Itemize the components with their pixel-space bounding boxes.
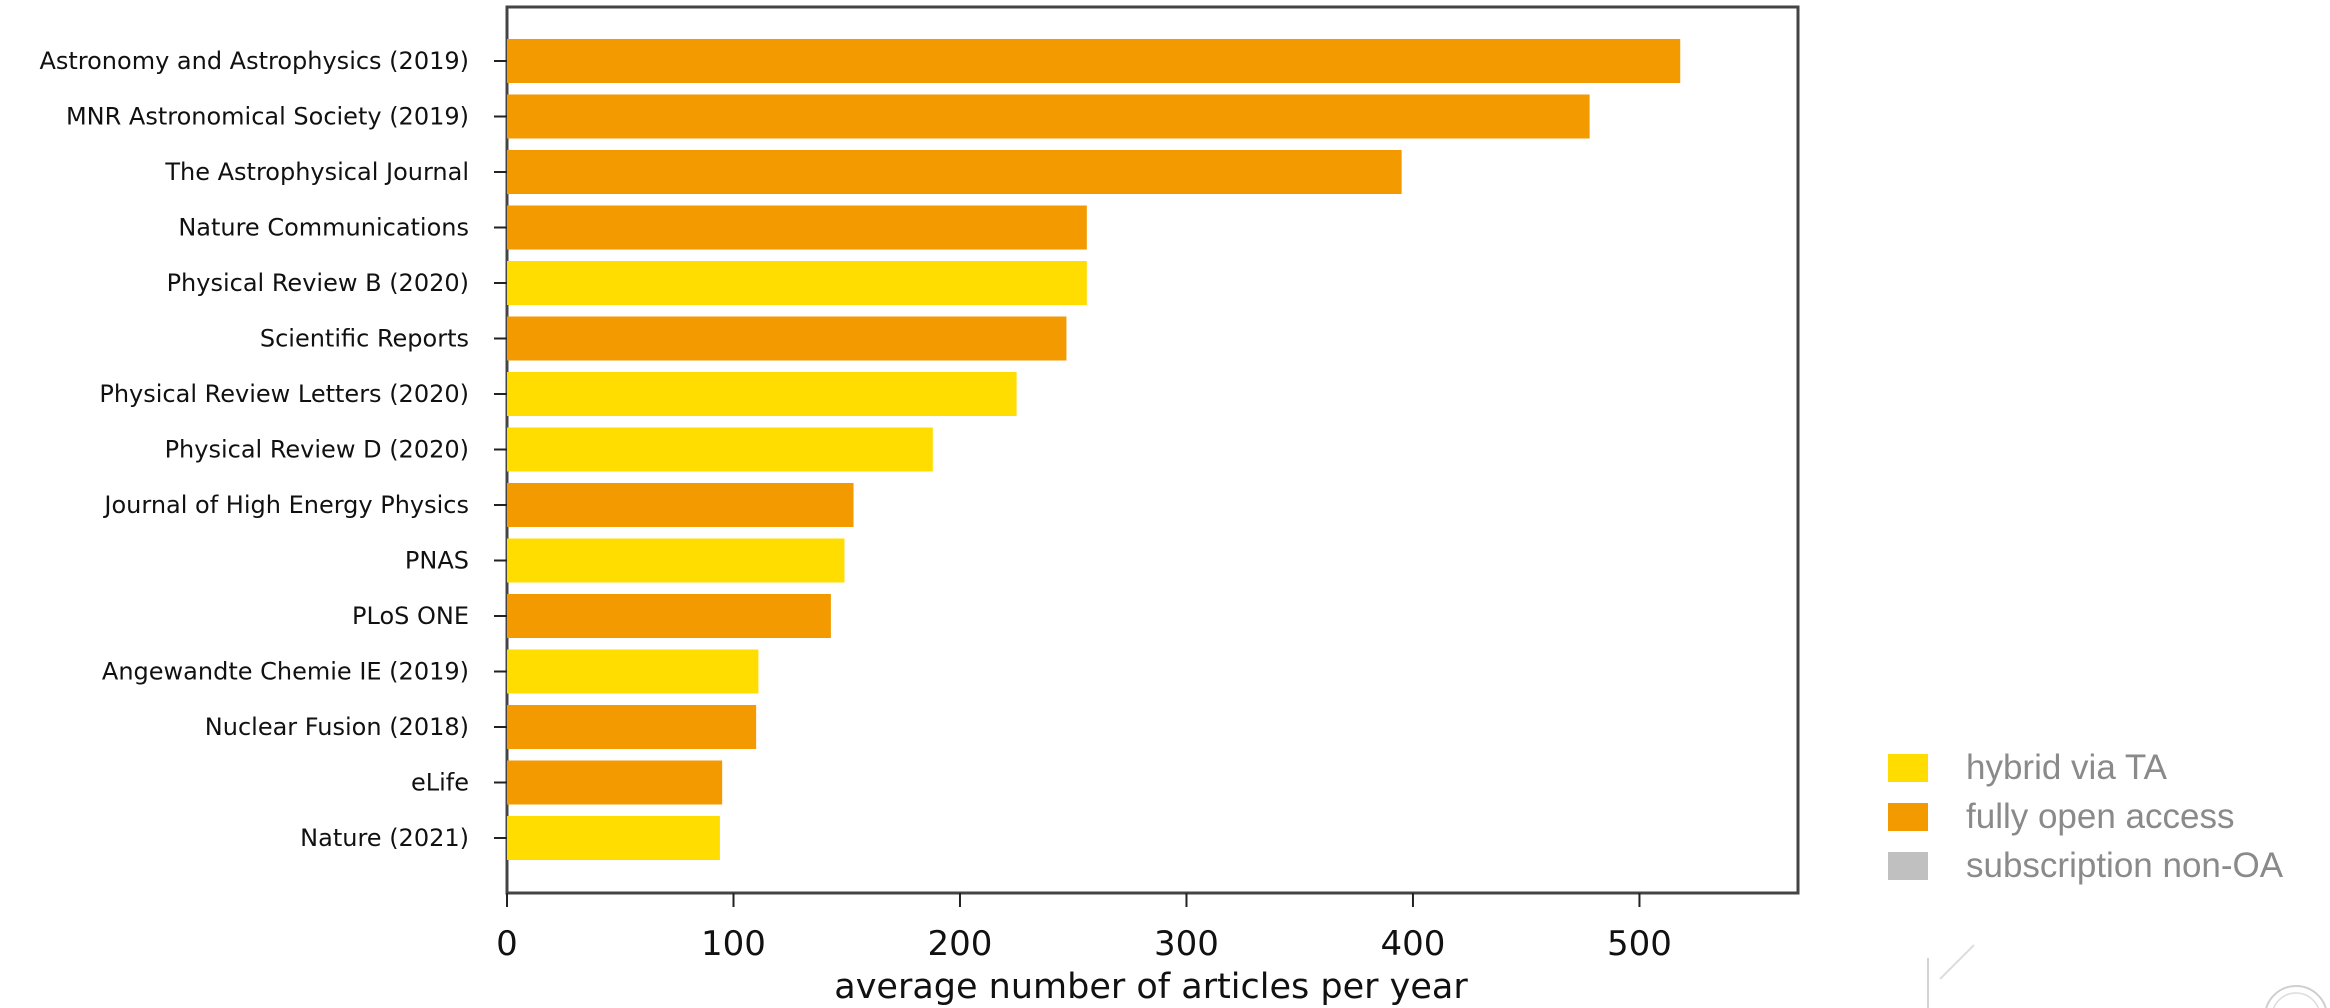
- y-tick-label: Angewandte Chemie IE (2019): [102, 658, 469, 686]
- x-tick-label: 300: [1154, 924, 1219, 964]
- footer-divider: [1927, 958, 1929, 1008]
- institution-seal-icon: [2262, 983, 2330, 1008]
- y-tick-label: The Astrophysical Journal: [164, 158, 469, 186]
- legend-label-hybrid: hybrid via TA: [1966, 748, 2168, 787]
- bars: [507, 39, 1681, 860]
- y-tick-label: Nuclear Fusion (2018): [205, 713, 469, 741]
- y-tick-label: MNR Astronomical Society (2019): [66, 103, 469, 131]
- legend-swatch-fully-oa: [1888, 803, 1928, 831]
- bar-pnas: [507, 538, 845, 583]
- legend-item-fully-oa: fully open access: [1888, 797, 2283, 837]
- bar-journal-of-high-energy-physics: [507, 483, 854, 527]
- legend: hybrid via TA fully open access subscrip…: [1888, 748, 2283, 886]
- bar-plos-one: [507, 594, 831, 638]
- y-tick-label: Nature Communications: [178, 214, 469, 242]
- legend-label-subscription: subscription non-OA: [1966, 846, 2284, 885]
- x-tick-label: 400: [1381, 924, 1446, 964]
- y-axis: Astronomy and Astrophysics (2019) MNR Ast…: [39, 47, 507, 852]
- x-tick-label: 200: [928, 924, 993, 964]
- bar-angewandte-chemie-ie-2019: [507, 649, 759, 694]
- x-axis-title: average number of articles per year: [834, 967, 1468, 1007]
- bar-mnr-astronomical-society-2019: [507, 94, 1590, 139]
- y-tick-label: PLoS ONE: [352, 602, 469, 630]
- x-tick-label: 100: [701, 924, 766, 964]
- bar-nuclear-fusion-2018: [507, 705, 757, 749]
- y-tick-label: Astronomy and Astrophysics (2019): [39, 47, 469, 75]
- y-tick-label: PNAS: [405, 547, 469, 575]
- bar-the-astrophysical-journal: [507, 150, 1402, 194]
- y-tick-label: Physical Review D (2020): [165, 436, 469, 464]
- y-tick-label: Nature (2021): [300, 824, 469, 852]
- y-tick-label: Scientific Reports: [260, 325, 469, 353]
- legend-swatch-hybrid: [1888, 754, 1928, 782]
- y-tick-label: Physical Review B (2020): [167, 269, 469, 297]
- legend-item-hybrid: hybrid via TA: [1888, 748, 2283, 788]
- bar-astronomy-and-astrophysics-2019: [507, 39, 1681, 83]
- bar-nature-2021: [507, 816, 720, 860]
- x-tick-label: 0: [496, 924, 518, 964]
- x-axis: 0 100 200 300 400 500: [496, 893, 1672, 964]
- bar-elife: [507, 760, 723, 805]
- x-tick-label: 500: [1607, 924, 1672, 964]
- y-tick-label: Journal of High Energy Physics: [102, 491, 469, 519]
- bar-physical-review-b-2020: [507, 261, 1087, 305]
- legend-label-fully-oa: fully open access: [1966, 797, 2235, 836]
- y-tick-label: eLife: [411, 769, 469, 797]
- footer-slash-decoration: [1939, 944, 1975, 980]
- y-tick-label: Physical Review Letters (2020): [99, 380, 469, 408]
- bar-physical-review-letters-2020: [507, 372, 1017, 416]
- bar-chart: Astronomy and Astrophysics (2019) MNR Ast…: [39, 5, 1800, 1007]
- bar-scientific-reports: [507, 316, 1067, 361]
- legend-swatch-subscription: [1888, 852, 1928, 880]
- bar-nature-communications: [507, 205, 1087, 250]
- legend-item-subscription: subscription non-OA: [1888, 846, 2283, 886]
- bar-physical-review-d-2020: [507, 427, 933, 472]
